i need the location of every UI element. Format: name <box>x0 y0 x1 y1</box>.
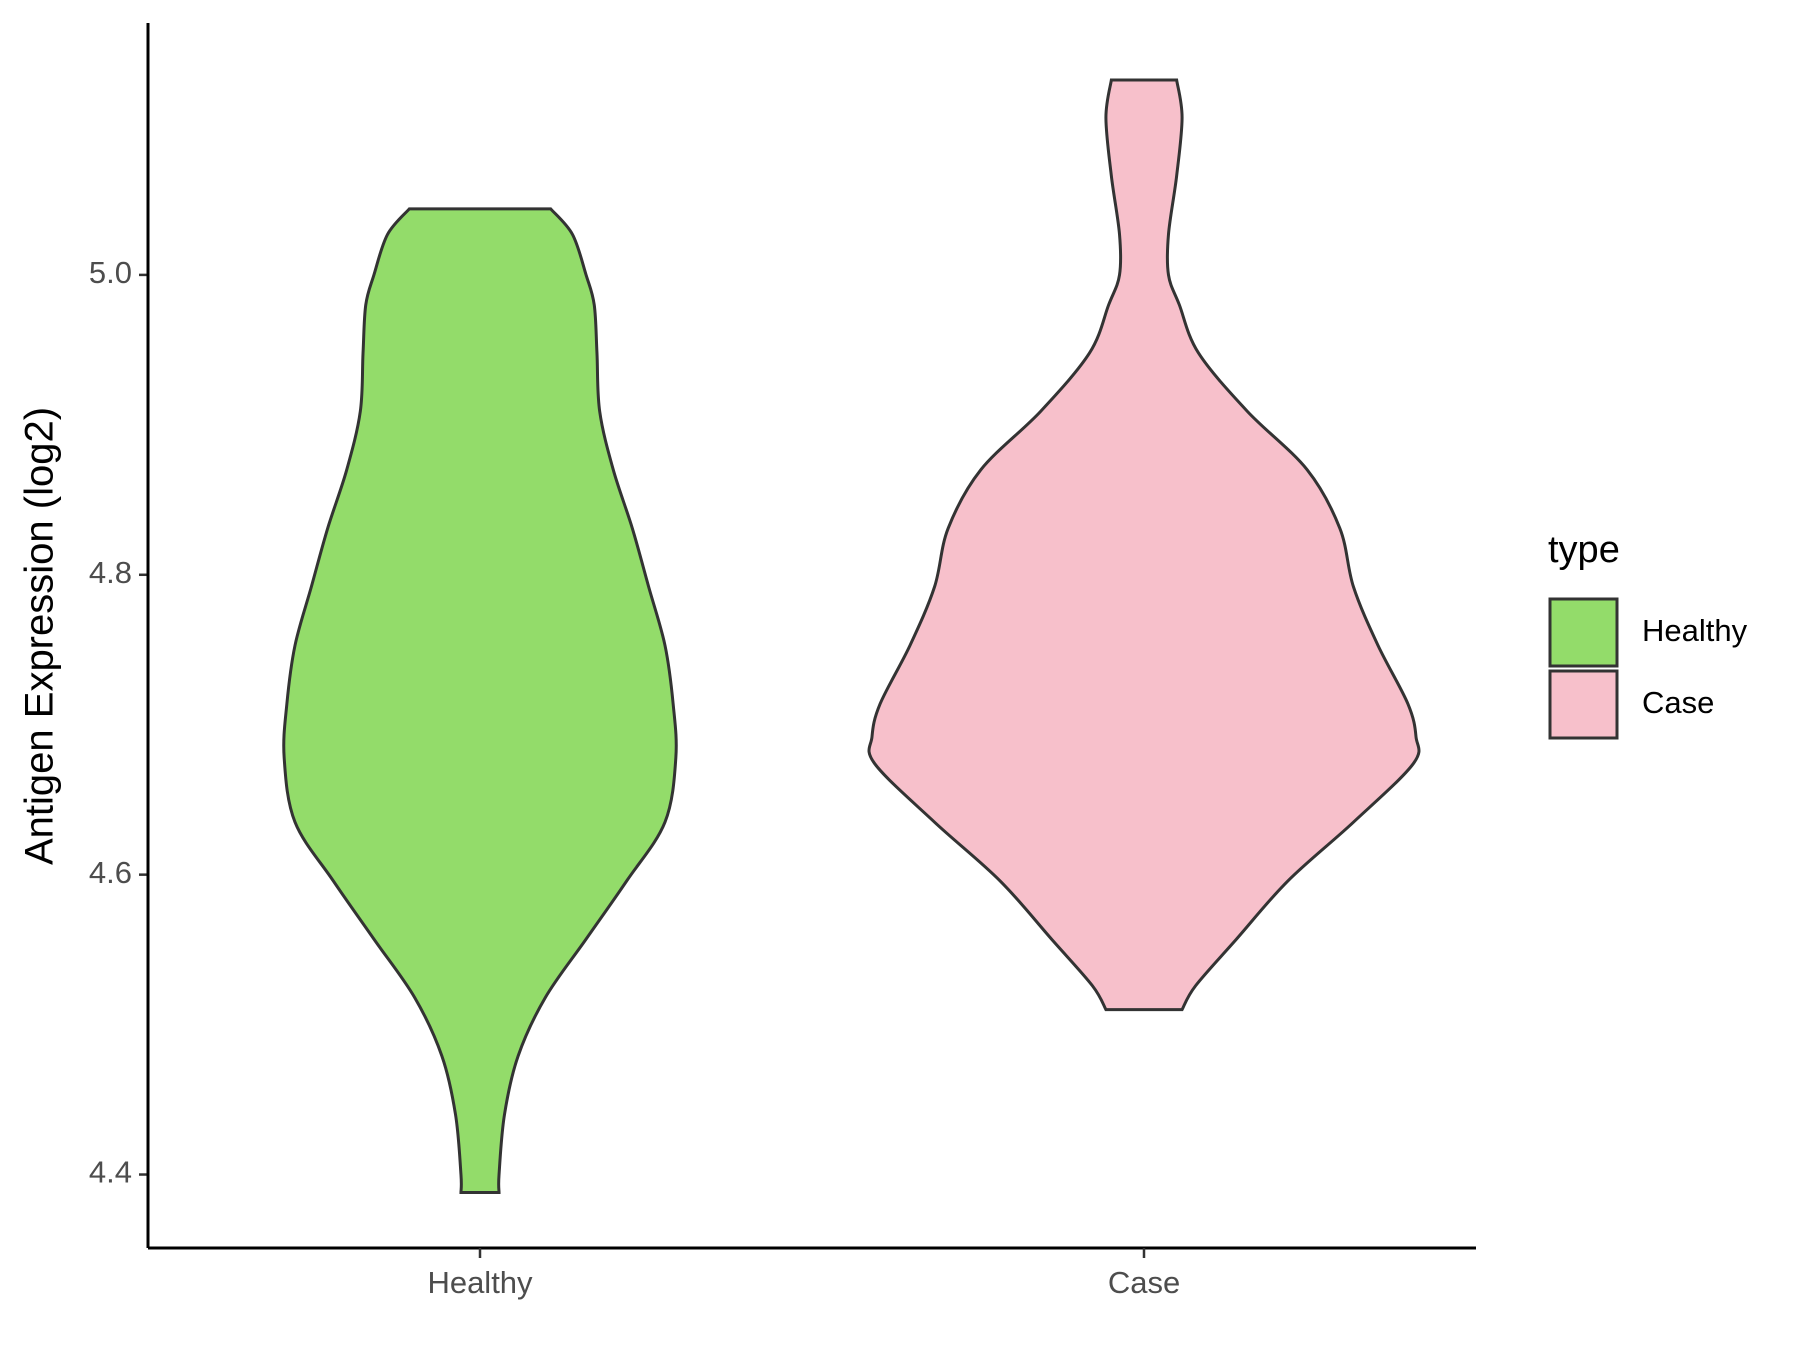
legend-label: Healthy <box>1642 613 1748 648</box>
legend-key <box>1548 669 1619 740</box>
y-tick-label: 4.4 <box>89 1155 132 1190</box>
x-tick-label: Case <box>1108 1265 1180 1300</box>
y-tick-label: 4.8 <box>89 555 132 590</box>
y-tick-label: 5.0 <box>89 255 132 290</box>
violin <box>867 78 1421 1012</box>
legend-key <box>1548 597 1619 668</box>
y-axis-label: Antigen Expression (log2) <box>18 407 62 865</box>
y-tick-label: 4.6 <box>89 855 132 890</box>
legend-title: type <box>1548 529 1620 571</box>
violin <box>282 207 678 1195</box>
x-tick-label: Healthy <box>427 1265 533 1300</box>
legend-label: Case <box>1642 685 1714 720</box>
